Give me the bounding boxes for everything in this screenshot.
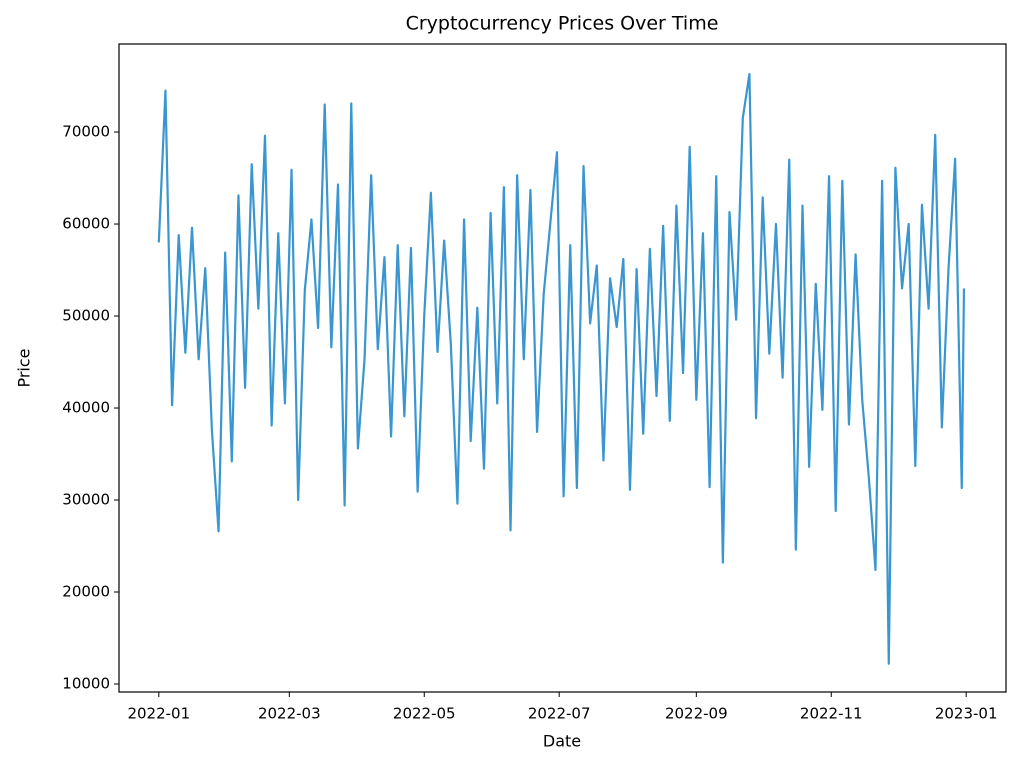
x-tick-label: 2022-11 bbox=[800, 705, 863, 723]
x-tick-label: 2022-05 bbox=[393, 705, 456, 723]
chart-title: Cryptocurrency Prices Over Time bbox=[406, 13, 719, 35]
x-tick-label: 2022-09 bbox=[665, 705, 728, 723]
y-tick-label: 40000 bbox=[62, 399, 110, 417]
x-tick-label: 2022-07 bbox=[528, 705, 591, 723]
y-tick-label: 20000 bbox=[62, 583, 110, 601]
x-tick-label: 2022-01 bbox=[127, 705, 190, 723]
y-tick-label: 60000 bbox=[62, 215, 110, 233]
y-tick-label: 70000 bbox=[62, 123, 110, 141]
y-tick-label: 30000 bbox=[62, 491, 110, 509]
y-axis-label: Price bbox=[15, 348, 34, 387]
x-axis-label: Date bbox=[543, 732, 581, 751]
plot-frame bbox=[118, 43, 1007, 693]
y-tick-label: 50000 bbox=[62, 307, 110, 325]
price-line bbox=[157, 72, 966, 665]
y-tick-label: 10000 bbox=[62, 674, 110, 692]
x-tick-label: 2023-01 bbox=[935, 705, 998, 723]
x-tick-label: 2022-03 bbox=[258, 705, 321, 723]
